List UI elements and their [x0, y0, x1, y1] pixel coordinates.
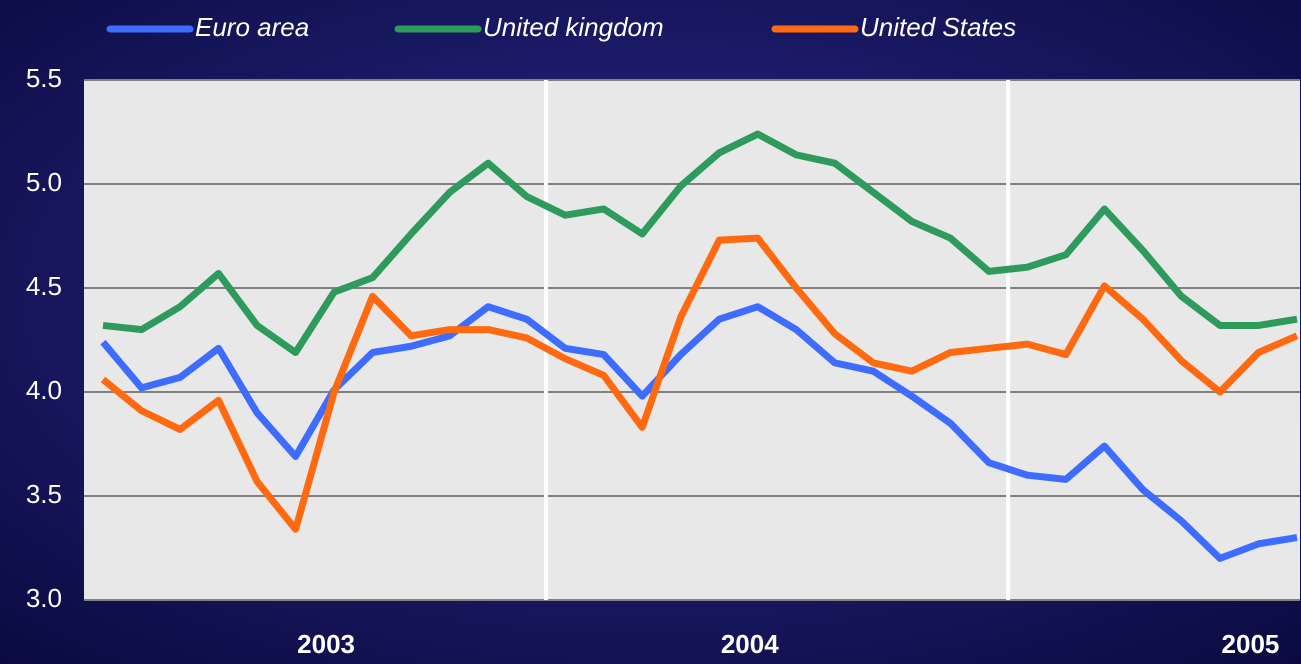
series-line — [100, 234, 1299, 533]
y-tick-label: 5.5 — [26, 63, 62, 93]
y-tick-label: 4.5 — [26, 271, 62, 301]
y-tick-label: 3.0 — [26, 583, 62, 613]
y-tick-label: 3.5 — [26, 479, 62, 509]
series-line — [100, 303, 1298, 562]
legend-label: Euro area — [195, 12, 309, 42]
x-tick-label: 2003 — [297, 629, 355, 659]
legend-label: United kingdom — [483, 12, 664, 42]
y-tick-label: 4.0 — [26, 375, 62, 405]
x-tick-label: 2005 — [1222, 629, 1280, 659]
x-tick-label: 2004 — [721, 629, 779, 659]
legend-label: United States — [860, 12, 1016, 42]
y-tick-label: 5.0 — [26, 167, 62, 197]
series-line — [102, 130, 1298, 356]
